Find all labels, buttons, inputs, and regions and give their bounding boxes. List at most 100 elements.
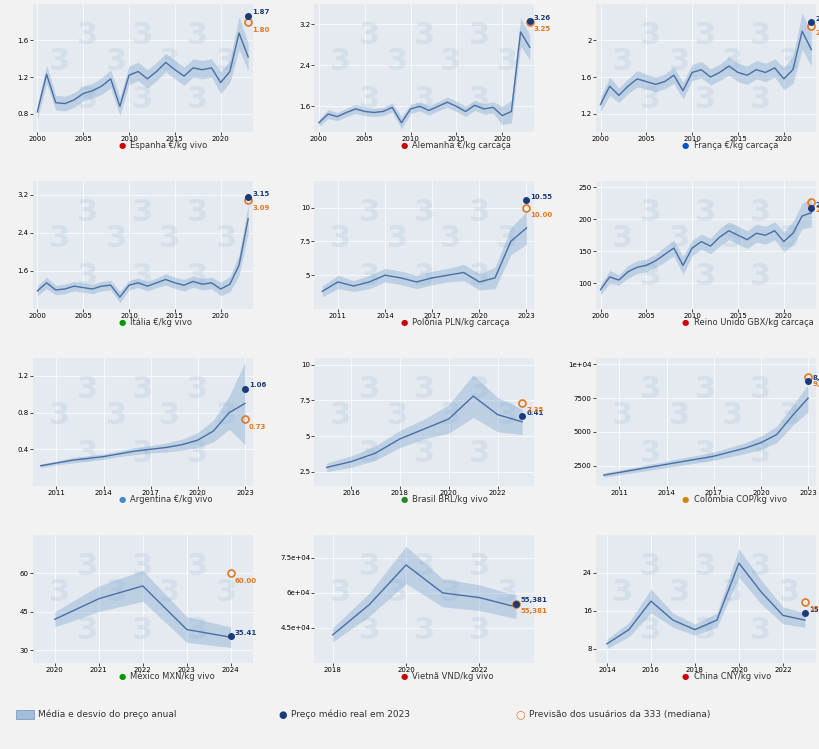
Text: 8,775: 8,775 (812, 374, 819, 380)
Text: 3: 3 (359, 440, 379, 468)
Text: Reino Unido GBX/kg carcaça: Reino Unido GBX/kg carcaça (693, 318, 812, 327)
Text: ●: ● (681, 141, 688, 150)
Text: 3: 3 (778, 577, 799, 607)
Text: 3: 3 (48, 224, 70, 253)
Text: 3: 3 (695, 375, 716, 404)
Text: 3: 3 (468, 375, 489, 404)
Text: 3: 3 (468, 262, 489, 291)
Text: 3.09: 3.09 (252, 205, 269, 211)
Text: 3: 3 (330, 224, 351, 253)
Text: 3: 3 (215, 401, 237, 430)
Text: 3: 3 (778, 401, 799, 430)
Text: 3: 3 (695, 552, 716, 581)
Text: 3: 3 (48, 401, 70, 430)
Text: 3: 3 (359, 198, 379, 227)
Text: 3: 3 (640, 21, 661, 50)
Text: Preço médio real em 2023: Preço médio real em 2023 (291, 710, 410, 719)
Text: 3: 3 (132, 552, 153, 581)
Text: 3: 3 (749, 440, 771, 468)
Text: 3: 3 (640, 440, 661, 468)
Text: 3: 3 (187, 85, 208, 115)
Text: 3: 3 (611, 401, 632, 430)
Text: 3: 3 (77, 552, 98, 581)
Text: 3: 3 (359, 616, 379, 646)
Text: 3: 3 (48, 47, 70, 76)
Text: Polônia PLN/kg carcaça: Polônia PLN/kg carcaça (411, 318, 509, 327)
Text: Espanha €/kg vivo: Espanha €/kg vivo (130, 141, 207, 150)
Text: 3: 3 (749, 21, 771, 50)
Text: 3: 3 (132, 262, 153, 291)
Text: 10.00: 10.00 (530, 213, 552, 219)
Text: 10.55: 10.55 (530, 194, 552, 200)
Text: 3: 3 (330, 401, 351, 430)
Text: 3: 3 (497, 224, 518, 253)
Text: 3: 3 (77, 616, 98, 646)
Text: 3: 3 (359, 262, 379, 291)
Text: 35.41: 35.41 (235, 630, 257, 636)
Text: 2.20: 2.20 (814, 16, 819, 22)
Text: 3: 3 (132, 616, 153, 646)
Text: 3: 3 (695, 616, 716, 646)
Text: 3: 3 (106, 401, 127, 430)
Text: 3: 3 (668, 401, 690, 430)
Text: 3: 3 (77, 21, 98, 50)
Text: 3: 3 (359, 21, 379, 50)
Text: 7.35: 7.35 (526, 407, 543, 413)
Text: 3: 3 (440, 401, 461, 430)
Text: 3: 3 (132, 85, 153, 115)
Text: 3: 3 (749, 552, 771, 581)
Text: 3: 3 (440, 224, 461, 253)
Text: 3.26: 3.26 (533, 15, 550, 21)
Text: 3: 3 (721, 401, 742, 430)
Text: 3: 3 (640, 262, 661, 291)
Text: 3: 3 (359, 375, 379, 404)
Text: 3: 3 (77, 85, 98, 115)
Text: 3: 3 (468, 440, 489, 468)
Text: 3: 3 (132, 440, 153, 468)
Text: 3: 3 (440, 577, 461, 607)
Text: 1.87: 1.87 (252, 9, 269, 15)
Text: 227.00: 227.00 (814, 207, 819, 213)
Text: 3: 3 (749, 262, 771, 291)
Text: 3: 3 (440, 47, 461, 76)
Text: 3: 3 (77, 375, 98, 404)
Text: 3: 3 (414, 21, 434, 50)
Text: Previsão dos usuários da 333 (mediana): Previsão dos usuários da 333 (mediana) (528, 710, 709, 719)
Text: 3: 3 (695, 85, 716, 115)
Text: 55,381: 55,381 (519, 608, 546, 614)
Text: 3: 3 (749, 198, 771, 227)
Text: 3: 3 (330, 577, 351, 607)
Text: 3: 3 (387, 577, 408, 607)
Text: 3: 3 (414, 440, 434, 468)
Text: ●: ● (119, 495, 126, 504)
Text: 2.16: 2.16 (814, 31, 819, 37)
Text: 6.41: 6.41 (526, 410, 543, 416)
Text: 3: 3 (414, 198, 434, 227)
Text: 3: 3 (640, 616, 661, 646)
Text: 3: 3 (611, 224, 632, 253)
Text: 3: 3 (497, 47, 518, 76)
Text: 3: 3 (106, 224, 127, 253)
Text: 3: 3 (721, 47, 742, 76)
Text: ●: ● (400, 495, 407, 504)
Text: 3: 3 (497, 577, 518, 607)
Text: Alemanha €/kg carcaça: Alemanha €/kg carcaça (411, 141, 510, 150)
Text: 3: 3 (387, 47, 408, 76)
Text: 9,101: 9,101 (812, 381, 819, 387)
Text: 3: 3 (106, 47, 127, 76)
Text: ●: ● (278, 709, 287, 720)
Text: ●: ● (400, 141, 407, 150)
Text: 3: 3 (468, 616, 489, 646)
Text: 3: 3 (749, 85, 771, 115)
Text: 3: 3 (187, 616, 208, 646)
Text: México MXN/kg vivo: México MXN/kg vivo (130, 672, 215, 681)
Text: ○: ○ (515, 709, 525, 720)
Text: ●: ● (681, 318, 688, 327)
Text: 3: 3 (187, 440, 208, 468)
Text: 17.90: 17.90 (808, 607, 819, 613)
Text: 3: 3 (132, 375, 153, 404)
Text: Média e desvio do preço anual: Média e desvio do preço anual (38, 710, 176, 719)
Text: 3: 3 (187, 375, 208, 404)
Text: 3: 3 (158, 401, 179, 430)
Text: 3: 3 (414, 262, 434, 291)
